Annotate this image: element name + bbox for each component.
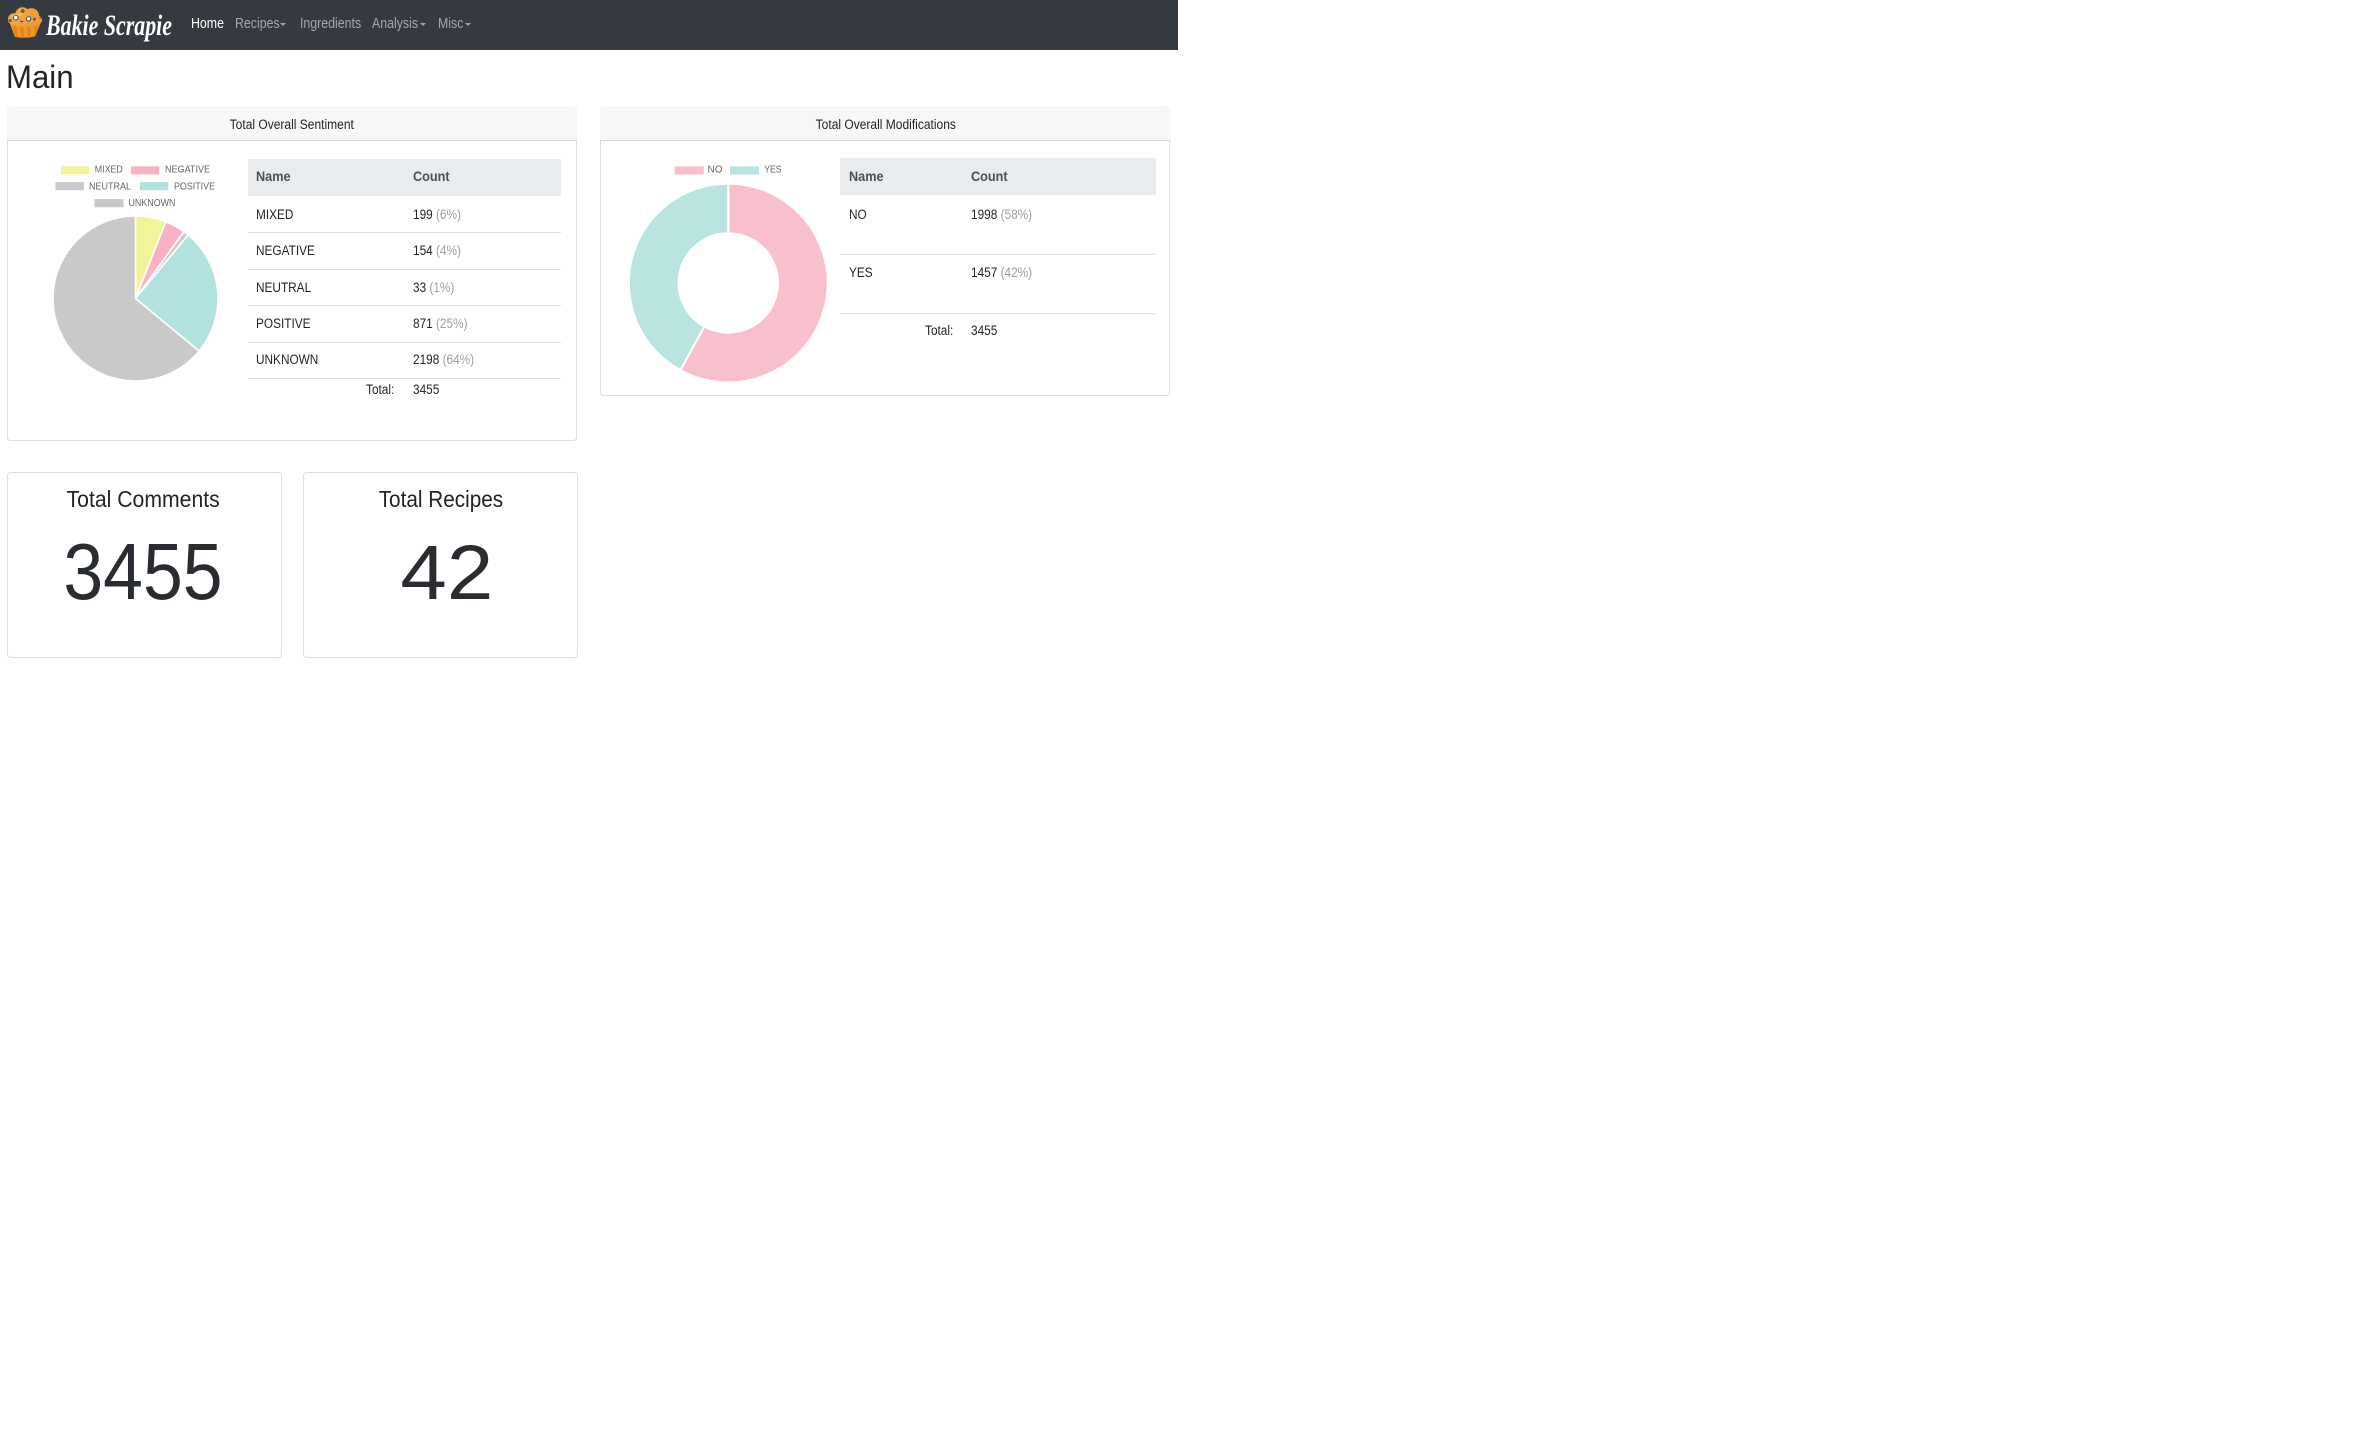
svg-text:NEUTRAL: NEUTRAL: [89, 181, 131, 192]
svg-text:YES: YES: [764, 164, 782, 175]
svg-text:POSITIVE: POSITIVE: [174, 181, 215, 192]
svg-text:NEGATIVE: NEGATIVE: [165, 164, 210, 175]
svg-text:Bakie Scrapie: Bakie Scrapie: [46, 9, 172, 42]
svg-text:NO: NO: [708, 164, 723, 175]
svg-text:MIXED: MIXED: [95, 164, 123, 175]
svg-text:UNKNOWN: UNKNOWN: [129, 198, 176, 209]
